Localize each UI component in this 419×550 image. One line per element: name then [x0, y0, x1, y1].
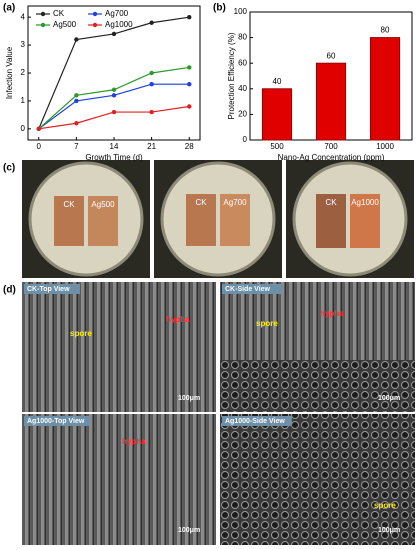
marker — [74, 37, 79, 42]
legend-marker — [92, 11, 98, 17]
y-tick-label: 40 — [238, 84, 247, 93]
marker — [111, 93, 117, 98]
x-axis-label: Growth Time (d) — [85, 153, 143, 162]
sem-title: Ag1000-Side View — [225, 418, 285, 425]
value-label: 40 — [273, 77, 282, 86]
marker — [111, 87, 117, 92]
photo-label: Ag500 — [91, 200, 115, 209]
x-tick-label: 0 — [37, 142, 42, 151]
value-label: 60 — [327, 51, 336, 60]
photo-label: CK — [63, 200, 75, 209]
line — [38, 105, 190, 130]
x-tick-label: 7 — [74, 142, 79, 151]
x-tick-label: 21 — [147, 142, 156, 151]
marker — [111, 109, 117, 115]
legend-label: Ag1000 — [105, 20, 133, 29]
marker — [149, 81, 154, 87]
marker — [111, 31, 117, 37]
marker — [187, 14, 192, 20]
sem-title: Ag1000-Top View — [27, 418, 85, 425]
sem-image: Ag1000-Side View spore 100μm — [220, 414, 415, 545]
y-tick-label: 2 — [21, 68, 26, 77]
x-tick-label: 700 — [324, 142, 338, 151]
sem-image: Ag1000-Top View hypha 100μm — [22, 414, 216, 545]
y-tick-label: 20 — [238, 110, 247, 119]
x-tick-label: 1000 — [376, 142, 394, 151]
x-axis-label: Nano-Ag Concentration (ppm) — [278, 153, 385, 162]
panel-label: (a) — [3, 3, 15, 14]
value-label: 80 — [381, 26, 390, 35]
x-tick-label: 28 — [185, 142, 194, 151]
annotation: hypha — [166, 315, 190, 324]
y-tick-label: 100 — [234, 7, 248, 16]
marker — [74, 93, 79, 98]
marker — [149, 20, 154, 25]
legend-marker — [40, 11, 46, 17]
annotation: spore — [256, 319, 278, 328]
y-tick-label: 60 — [238, 58, 247, 67]
marker — [149, 70, 154, 76]
x-tick-label: 14 — [110, 142, 119, 151]
annotation: hypha — [122, 437, 146, 446]
legend-marker — [40, 22, 46, 28]
marker — [74, 98, 79, 104]
photo-label: CK — [195, 198, 207, 207]
marker — [149, 109, 154, 115]
photo-label: CK — [325, 198, 337, 207]
sem-image: CK-Side View spore hypha 100μm — [220, 282, 415, 412]
bar — [315, 62, 347, 141]
scale-label: 100μm — [178, 527, 200, 534]
marker — [187, 104, 192, 109]
photo: CK Ag700 — [154, 160, 282, 278]
photo: CK Ag1000 — [286, 160, 414, 278]
panel-label: (d) — [3, 285, 16, 296]
bar — [261, 88, 293, 141]
annotation: spore — [70, 329, 92, 338]
photo: CK Ag500 — [22, 160, 150, 278]
bar — [369, 37, 401, 141]
legend-label: Ag700 — [105, 9, 129, 18]
y-tick-label: 3 — [21, 40, 26, 49]
marker — [36, 126, 41, 132]
photo-label: Ag700 — [223, 198, 247, 207]
y-tick-label: 80 — [238, 33, 247, 42]
sem-image: CK-Top View spore hypha 100μm — [22, 282, 216, 412]
scale-label: 100μm — [378, 527, 400, 534]
y-axis-label: Protection Efficiency (%) — [227, 32, 236, 119]
photo-label: Ag1000 — [351, 198, 379, 207]
legend-marker — [92, 22, 98, 28]
scale-label: 100μm — [178, 395, 200, 402]
sem-title: CK-Side View — [225, 286, 271, 293]
legend-label: Ag500 — [53, 20, 77, 29]
marker — [74, 121, 79, 126]
annotation: spore — [374, 501, 396, 510]
panel-label: (b) — [213, 3, 226, 14]
y-tick-label: 1 — [21, 96, 26, 105]
annotation: hypha — [320, 309, 344, 318]
y-axis-label: Infection Value — [5, 46, 14, 99]
y-tick-label: 0 — [243, 135, 248, 144]
marker — [187, 81, 192, 87]
scale-label: 100μm — [378, 395, 400, 402]
panel-label: (c) — [3, 163, 15, 174]
y-tick-label: 0 — [21, 124, 26, 133]
legend-label: CK — [53, 9, 65, 18]
y-tick-label: 4 — [21, 12, 26, 21]
sem-title: CK-Top View — [27, 286, 70, 293]
marker — [187, 65, 192, 70]
x-tick-label: 500 — [270, 142, 284, 151]
